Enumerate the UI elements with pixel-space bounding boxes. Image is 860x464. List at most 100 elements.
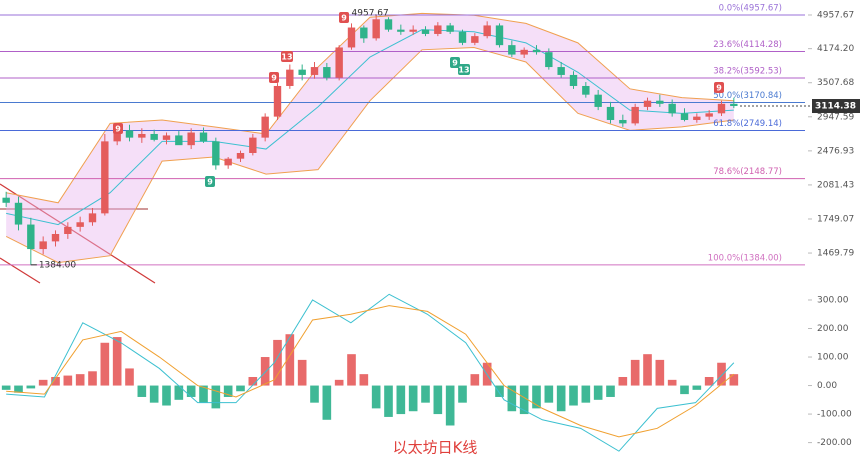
macd-bar (433, 385, 443, 415)
signal-badge (113, 123, 123, 134)
macd-bar (236, 385, 245, 392)
fib-label: 100.0%(1384.00) (708, 253, 782, 263)
candle-body (360, 27, 368, 39)
trend-line (0, 257, 41, 284)
candle-body (631, 106, 639, 124)
candle-body (347, 27, 356, 48)
trend-lines (0, 183, 156, 284)
macd-bar (273, 339, 282, 386)
macd-bar (38, 379, 48, 386)
signal-badge (205, 176, 215, 187)
candle-body (409, 29, 417, 32)
y-tick-label: 1469.79 (817, 249, 854, 259)
macd-bar (186, 385, 196, 397)
macd-bar (729, 374, 739, 386)
fib-label: 78.6%(2148.77) (713, 167, 782, 177)
y-tick-label: -100.00 (817, 410, 852, 420)
candle-body (656, 100, 664, 104)
signal-label: 13 (458, 66, 469, 75)
candle-body (236, 152, 245, 159)
candle-body (175, 135, 183, 146)
fib-label: 50.0%(3170.84) (713, 91, 782, 101)
candle-body (273, 85, 282, 117)
signal-label: 13 (281, 53, 292, 62)
candle-body (298, 69, 306, 75)
macd-bar (519, 385, 529, 415)
candle-body (520, 49, 528, 55)
candle-body (446, 25, 454, 32)
y-tick-label: 2476.93 (817, 146, 854, 156)
candle-body (101, 141, 109, 214)
candle-body (310, 67, 319, 75)
macd-bar (544, 385, 554, 403)
candle-body (434, 25, 442, 34)
candle-body (125, 130, 134, 138)
macd-bar (655, 359, 665, 386)
macd-bar (162, 385, 171, 406)
macd-bar (1, 385, 11, 390)
macd-bar (14, 385, 23, 393)
candle-body (397, 29, 405, 32)
macd-bar (88, 371, 97, 386)
middle-band (6, 29, 734, 226)
macd-bar (421, 385, 430, 403)
candle-body (606, 106, 615, 120)
macd-bar (359, 374, 369, 386)
macd-bar (297, 359, 307, 386)
fib-label: 38.2%(3592.53) (713, 67, 782, 77)
signal-label: 9 (452, 59, 458, 68)
dif-line (6, 293, 735, 452)
candle-body (569, 74, 578, 86)
candle-body (668, 103, 676, 114)
y-tick-label: 0.00 (817, 381, 837, 391)
macd-bar (100, 342, 110, 386)
low-annotation: 1384.00 (39, 260, 76, 270)
candle-body (545, 52, 553, 68)
candle-body (717, 103, 726, 114)
macd-bar (692, 385, 702, 390)
high-annotation: 4957.67 (352, 8, 389, 18)
candle-body (76, 222, 84, 227)
candle-body (249, 137, 257, 153)
candle-body (162, 135, 171, 140)
macd-bar (248, 376, 258, 386)
macd-bar (643, 354, 652, 386)
y-tick-label: 100.00 (817, 353, 849, 363)
candle-body (594, 94, 602, 107)
macd-bar (260, 357, 270, 386)
macd-bar (174, 385, 184, 400)
macd-bar (26, 385, 36, 389)
macd-bar (458, 385, 467, 403)
candle-body (335, 47, 343, 78)
candle-body (693, 116, 701, 120)
candle-body (582, 85, 590, 95)
macd-bar (495, 385, 504, 397)
candle-body (212, 141, 220, 166)
y-tick-label: 300.00 (817, 295, 849, 305)
signal-label: 9 (115, 125, 121, 134)
signal-badge (281, 51, 293, 62)
fib-label: 61.8%(2749.14) (713, 119, 782, 129)
macd-bar (569, 385, 578, 406)
macd-bar (507, 385, 517, 412)
candle-body (88, 213, 97, 223)
candle-body (138, 133, 146, 138)
dea-line (6, 305, 735, 438)
candle-body (384, 19, 393, 30)
candle-body (705, 113, 713, 117)
candle-body (150, 133, 158, 140)
macd-bar (384, 385, 393, 417)
candle-body (619, 119, 627, 124)
y-tick-label: 2947.59 (817, 112, 854, 122)
macd-bar (371, 385, 381, 409)
candle-body (199, 132, 208, 142)
signal-badge (450, 57, 460, 68)
macd-bar (285, 334, 295, 386)
macd-bar (51, 376, 60, 386)
signal-badge (714, 82, 724, 93)
macd-bar (556, 385, 566, 412)
macd-bar (211, 385, 221, 409)
candle-body (187, 132, 195, 146)
macd-bar (618, 376, 628, 386)
fib-label: 0.0%(4957.67) (719, 3, 782, 13)
